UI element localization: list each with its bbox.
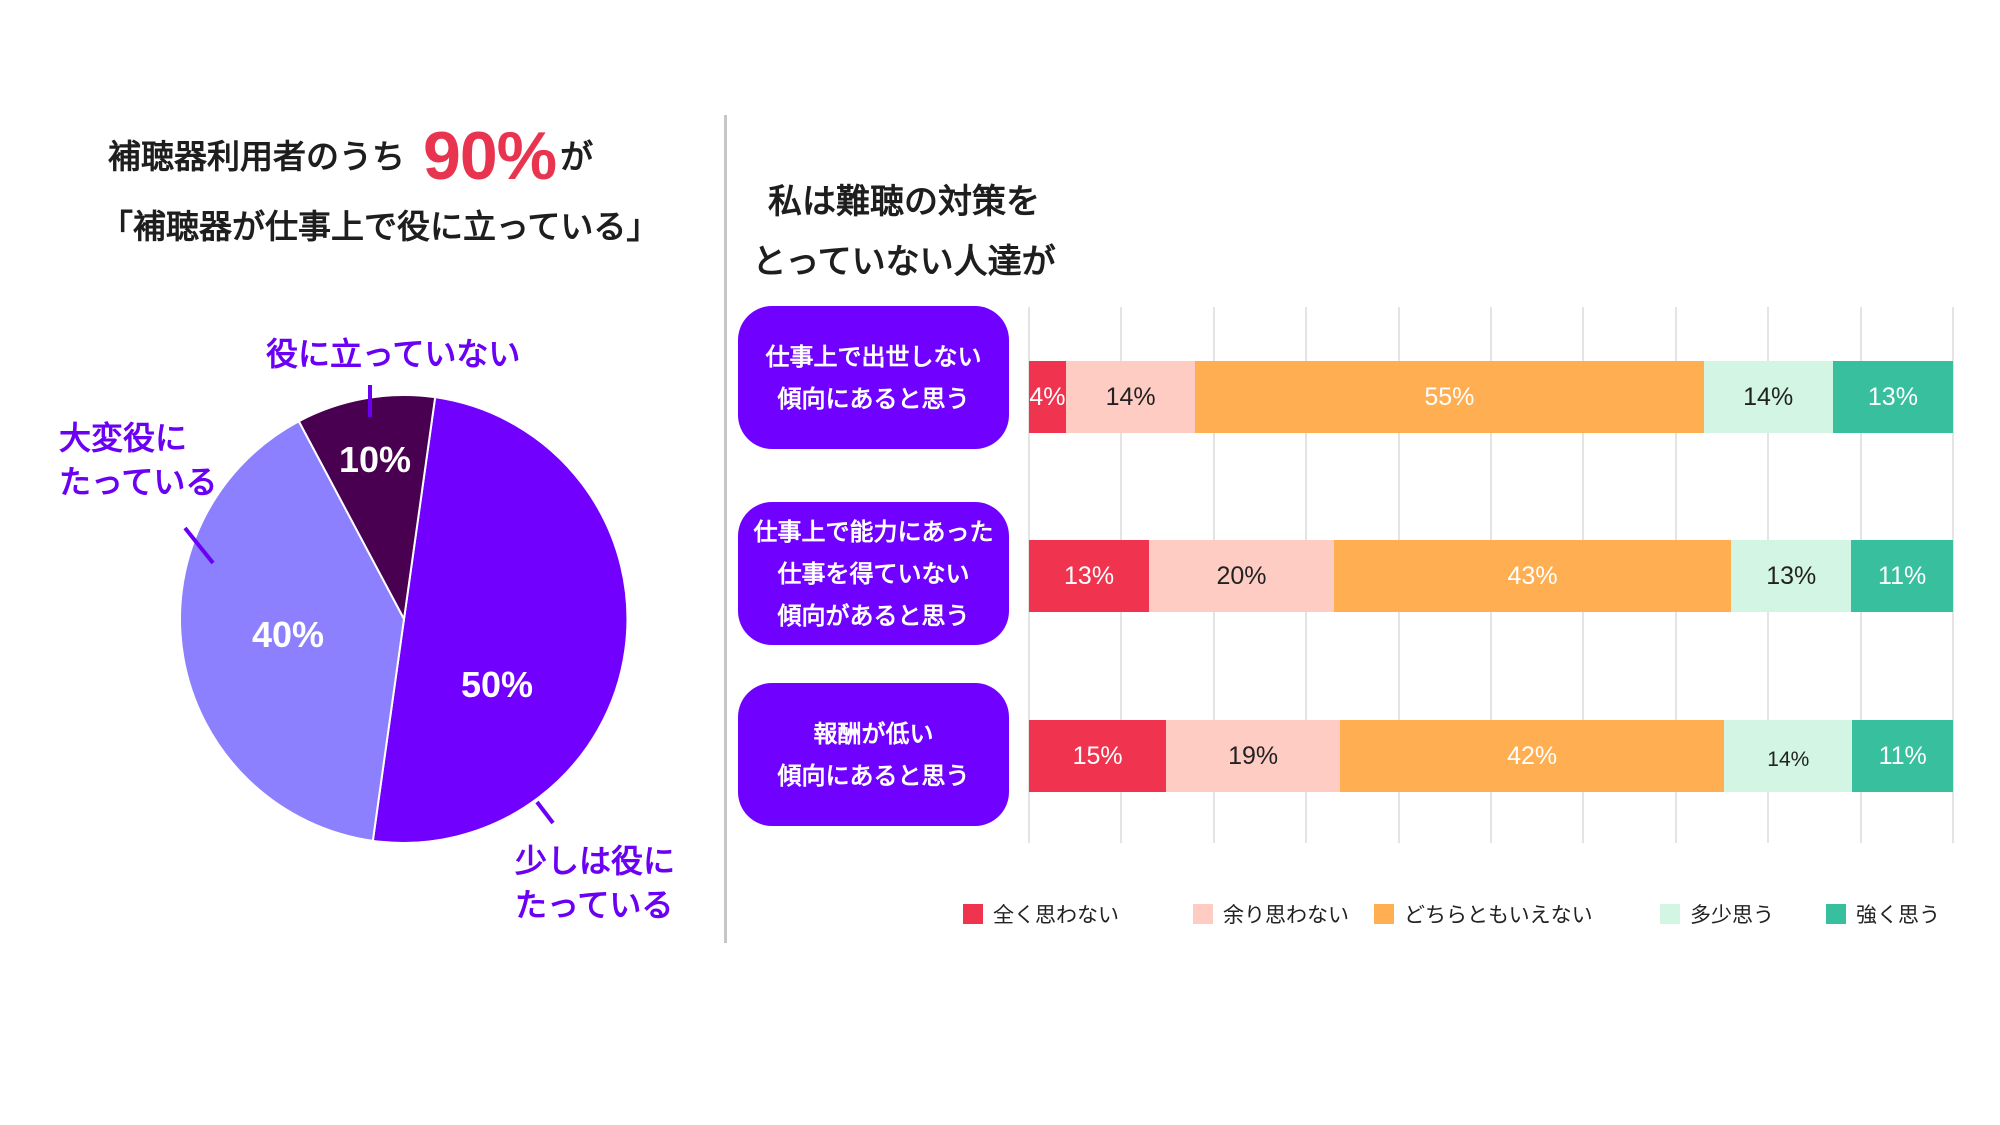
pie-category-label-line: 役に立っていない — [266, 335, 521, 373]
pie-slices — [179, 394, 629, 844]
bar-segment: 14% — [1703, 361, 1833, 433]
bar-segment: 42% — [1340, 720, 1725, 792]
pie-category-label-line: たっている — [59, 463, 218, 501]
pie-category-label-line: 少しは役に — [515, 842, 676, 880]
legend-label: 強く思う — [1856, 903, 1940, 927]
legend-item: 多少思う — [1660, 903, 1774, 927]
bar-segment: 14% — [1065, 361, 1196, 433]
bar-category-label: 仕事上で出世しない 傾向にあると思う — [738, 306, 1009, 449]
legend-swatch — [963, 904, 983, 924]
pie-slice — [371, 396, 629, 844]
bar-row: 4% 14% 55% 14% 13% — [1029, 361, 1953, 433]
bar-segment: 11% — [1852, 720, 1953, 792]
headline-highlight-percent: 90% — [423, 118, 557, 194]
bar-segment: 43% — [1333, 540, 1732, 612]
bar-segment: 19% — [1166, 720, 1341, 792]
legend-label: どちらともいえない — [1404, 903, 1593, 927]
bar-segment: 13% — [1731, 540, 1852, 612]
bar-segment-label: 4% — [1029, 382, 1066, 411]
bar-segment: 20% — [1149, 540, 1334, 612]
pie-category-label-somewhat-useful: 少しは役に たっている — [515, 839, 675, 927]
bar-segment-label: 14% — [1105, 382, 1156, 411]
bar-row: 15% 19% 42% 14% 11% — [1029, 720, 1953, 792]
bar-segment: 11% — [1851, 540, 1953, 612]
bar-segment: 13% — [1832, 361, 1953, 433]
legend-label: 多少思う — [1690, 903, 1774, 927]
bar-segment-label: 15% — [1072, 741, 1123, 770]
legend-swatch — [1660, 904, 1680, 924]
legend-swatch — [1374, 904, 1394, 924]
legend-item: 余り思わない — [1193, 903, 1349, 927]
bar-segment-label: 19% — [1228, 741, 1279, 770]
bar-segment: 55% — [1195, 361, 1704, 433]
bar-segment-label: 55% — [1424, 382, 1475, 411]
right-title-line-2: とっていない人達が — [752, 242, 1056, 282]
bar-segment-label: 13% — [1064, 561, 1115, 590]
bar-category-label-line: 傾向にあると思う — [777, 384, 970, 413]
bar-category-label-line: 仕事上で出世しない — [765, 342, 982, 371]
pie-value-label: 10% — [338, 439, 412, 480]
leader-line-somewhat-useful — [535, 800, 555, 825]
panel-divider — [724, 115, 727, 943]
bar-category-label: 仕事上で能力にあった 仕事を得ていない 傾向があると思う — [738, 502, 1009, 645]
bar-segment-label: 42% — [1507, 741, 1558, 770]
bar-segment: 13% — [1029, 540, 1150, 612]
bar-category-label-line: 仕事上で能力にあった — [753, 517, 994, 546]
bar-row: 13% 20% 43% 13% 11% — [1029, 540, 1953, 612]
pie-slice — [297, 394, 437, 623]
pie-value-label: 40% — [251, 614, 325, 655]
legend-label: 全く思わない — [993, 903, 1119, 927]
headline-line-1: 補聴器利用者のうち 90% が — [108, 122, 593, 190]
bar-category-label: 報酬が低い 傾向にあると思う — [738, 683, 1009, 826]
pie-value-label: 50% — [460, 664, 534, 705]
bar-segment-label: 11% — [1878, 741, 1927, 770]
headline-suffix: が — [560, 137, 594, 176]
bar-segment-label: 14% — [1743, 382, 1794, 411]
right-title-line-1: 私は難聴の対策を — [768, 182, 1040, 222]
bar-segment-label: 20% — [1216, 561, 1267, 590]
stacked-bar-chart: 4% 14% 55% 14% 13% 13% 20% 43% 13% 11% 15% 19% 42% 14… — [1028, 307, 1954, 843]
bar-segment-label: 11% — [1878, 561, 1927, 590]
bar-category-label-line: 傾向にあると思う — [777, 761, 970, 790]
bar-segment-label: 14% — [1767, 747, 1810, 771]
legend-swatch — [1826, 904, 1846, 924]
legend-item: 強く思う — [1826, 903, 1940, 927]
bar-segment-label: 13% — [1867, 382, 1918, 411]
bar-segment: 14% — [1724, 720, 1853, 792]
headline-line-2: 「補聴器が仕事上で役に立っている」 — [100, 207, 660, 246]
pie-category-label-line: 大変役に — [59, 419, 188, 457]
legend-label: 余り思わない — [1223, 903, 1349, 927]
pie-category-label-line: たっている — [515, 886, 674, 924]
bar-category-label-line: 報酬が低い — [813, 719, 934, 748]
gridline — [1952, 307, 1954, 843]
pie-slice — [179, 419, 406, 842]
right-panel-title: 私は難聴の対策を とっていない人達が — [704, 172, 1104, 292]
bar-category-label-line: 傾向があると思う — [777, 601, 970, 630]
legend-item: どちらともいえない — [1374, 903, 1593, 927]
pie-category-label-very-useful: 大変役に たっている — [59, 416, 217, 504]
pie-chart — [179, 385, 629, 844]
leader-line-very-useful — [183, 526, 215, 565]
bar-segment-label: 13% — [1766, 561, 1817, 590]
bar-segment: 15% — [1029, 720, 1167, 792]
headline-prefix: 補聴器利用者のうち — [108, 137, 405, 176]
bar-segment: 4% — [1029, 361, 1066, 433]
legend-swatch — [1193, 904, 1213, 924]
pie-category-label-not-useful: 役に立っていない — [266, 332, 520, 376]
bar-category-label-line: 仕事を得ていない — [777, 559, 970, 588]
legend-item: 全く思わない — [963, 903, 1119, 927]
bar-segment-label: 43% — [1507, 561, 1558, 590]
